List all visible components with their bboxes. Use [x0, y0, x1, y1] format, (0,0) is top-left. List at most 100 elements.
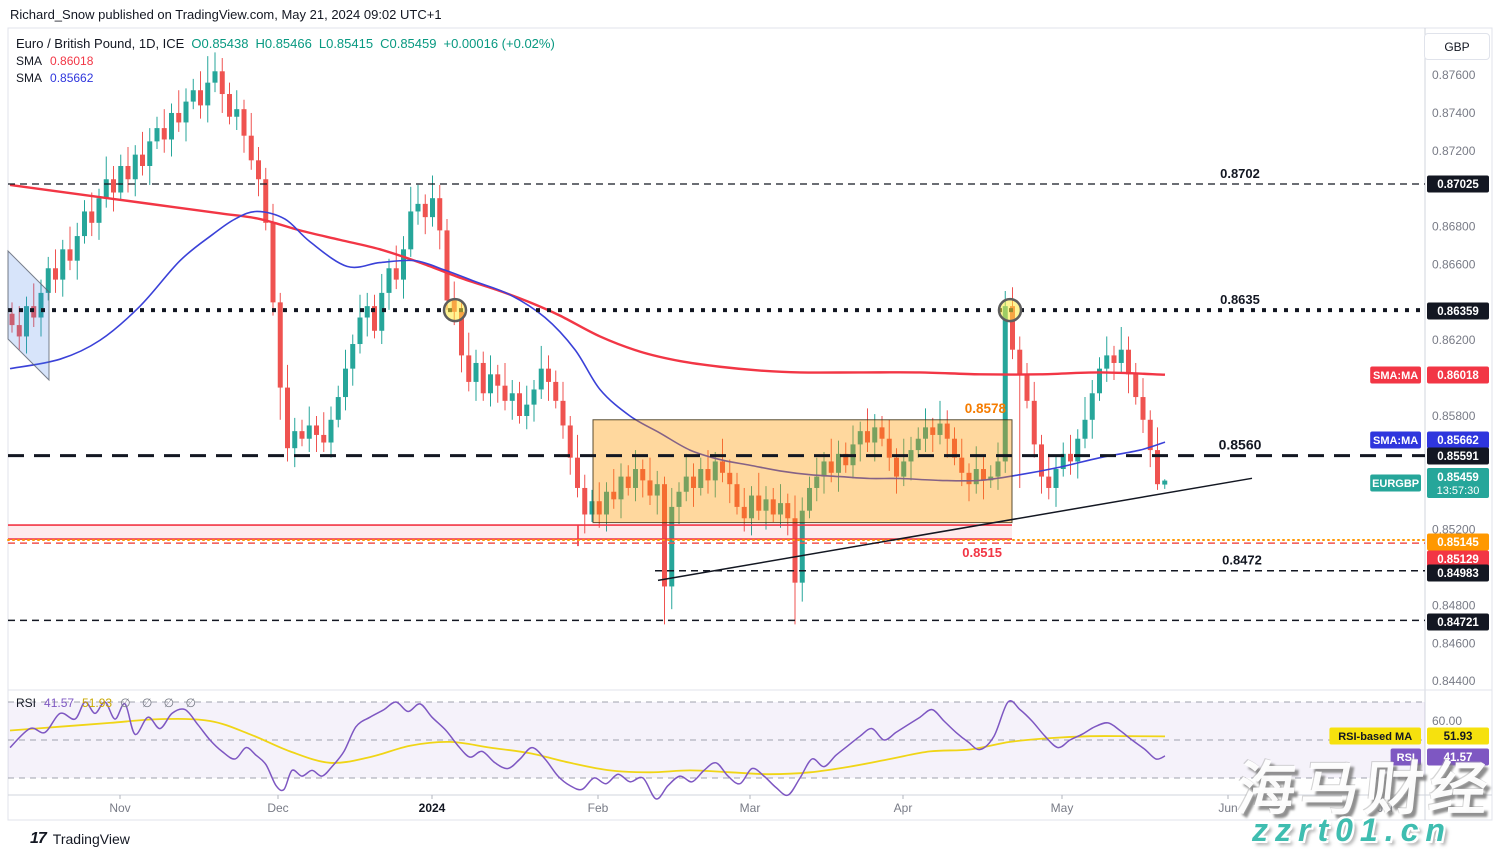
- currency-toggle-button[interactable]: GBP: [1424, 33, 1490, 60]
- time-axis-label: Mar: [740, 801, 761, 815]
- time-axis-label: Dec: [267, 801, 288, 815]
- rsi-value: 41.57: [44, 696, 75, 710]
- price-axis-label: 0.84600: [1432, 636, 1476, 650]
- candle-body: [372, 306, 377, 331]
- candle-body: [546, 368, 551, 382]
- price-axis-badge: [1427, 468, 1489, 498]
- candle-body: [712, 461, 718, 481]
- watermark-url: zzrt01.cn: [1252, 812, 1452, 848]
- candle-body: [1002, 306, 1008, 462]
- badge-price: 0.84721: [1437, 617, 1479, 629]
- candle-body: [350, 344, 356, 369]
- candle-body: [1046, 476, 1052, 488]
- candle-body: [1082, 419, 1088, 439]
- price-axis-label: 0.87400: [1432, 106, 1476, 120]
- price-axis-label: 0.87600: [1432, 68, 1476, 82]
- highlight-circle: [442, 297, 468, 323]
- candle-body: [517, 393, 522, 416]
- candle-body: [161, 128, 167, 140]
- candle-body: [995, 461, 1001, 477]
- sma2-legend-row[interactable]: SMA 0.85662: [16, 71, 555, 85]
- candle-body: [379, 292, 385, 331]
- candle-body: [625, 476, 631, 488]
- candle-body: [937, 423, 943, 435]
- candle-body: [183, 101, 189, 123]
- tradingview-brand: TradingView: [52, 831, 130, 847]
- price-axis-label: 0.85800: [1432, 409, 1476, 423]
- rsi-axis-label: 60.00: [1432, 714, 1462, 728]
- candle-body: [227, 94, 232, 117]
- candle-body: [749, 495, 754, 519]
- candle-body: [306, 425, 312, 439]
- badge-price: 0.85459: [1437, 472, 1479, 484]
- candle-body: [321, 434, 327, 443]
- support-band: [8, 525, 1012, 540]
- level-label: 0.8635: [1220, 292, 1260, 307]
- candle-body: [270, 222, 276, 303]
- series-pill-label: RSI-based MA: [1338, 731, 1412, 743]
- candle-body: [1140, 397, 1146, 420]
- candle-body: [531, 389, 537, 405]
- series-pill-label: EURGBP: [1372, 478, 1419, 490]
- candle-body: [111, 179, 116, 193]
- candle-body: [1126, 349, 1131, 375]
- candle-body: [198, 90, 203, 106]
- candle-body: [473, 362, 479, 382]
- rsi-legend-row[interactable]: RSI 41.57 51.93 ∅ ∅ ∅ ∅: [16, 696, 200, 710]
- candle-body: [96, 198, 102, 223]
- price-axis-badge: [1427, 302, 1489, 320]
- ohlc-open: O0.85438: [191, 36, 249, 51]
- sma1-label: SMA: [16, 54, 43, 68]
- candle-body: [901, 461, 907, 477]
- candle-body: [219, 71, 225, 95]
- candle-body: [140, 154, 145, 166]
- candle-body: [1104, 355, 1110, 369]
- badge-price: 0.85145: [1437, 537, 1479, 549]
- candle-body: [89, 211, 95, 223]
- time-axis-label: 2024: [419, 801, 446, 815]
- candle-body: [1010, 306, 1015, 350]
- candle-body: [756, 495, 762, 511]
- candle-body: [524, 404, 530, 416]
- series-pill-label: SMA:MA: [1373, 435, 1418, 447]
- candle-body: [234, 109, 240, 117]
- candle-body: [1147, 419, 1153, 451]
- candle-body: [879, 427, 885, 439]
- level-label: 0.8472: [1222, 553, 1262, 568]
- candle-body: [299, 431, 305, 439]
- level-label: 0.8702: [1220, 166, 1260, 181]
- candle-body: [1111, 355, 1117, 363]
- candle-body: [604, 491, 609, 515]
- candle-body: [364, 306, 370, 318]
- candle-body: [1097, 368, 1102, 394]
- chart-legend[interactable]: Euro / British Pound, 1D, ICE O0.85438 H…: [16, 36, 555, 85]
- candle-body: [132, 154, 138, 180]
- candle-body: [640, 469, 646, 481]
- candle-body: [277, 302, 283, 388]
- candle-body: [401, 249, 406, 280]
- candle-body: [292, 431, 298, 449]
- candle-body: [38, 292, 44, 318]
- badge-price: 41.57: [1444, 752, 1473, 764]
- time-axis-label: Feb: [588, 801, 609, 815]
- candle-body: [886, 438, 892, 458]
- candle-body: [190, 90, 196, 102]
- candle-body: [647, 480, 653, 496]
- tradingview-footer: 17 TradingView: [30, 830, 130, 848]
- candle-body: [386, 268, 392, 293]
- price-axis-label: 0.87200: [1432, 144, 1476, 158]
- series-pill-label: RSI: [1397, 752, 1415, 764]
- candle-body: [118, 165, 124, 193]
- badge-price: 0.85662: [1437, 435, 1479, 447]
- candle-body: [509, 393, 515, 401]
- candle-body: [981, 469, 986, 481]
- candle-body: [103, 179, 109, 199]
- ohlc-low: L0.85415: [318, 36, 374, 51]
- candle-body: [147, 141, 153, 166]
- candle-body: [952, 438, 957, 458]
- price-axis-label: 0.86200: [1432, 333, 1476, 347]
- candle-body: [154, 128, 160, 142]
- sma1-legend-row[interactable]: SMA 0.86018: [16, 54, 555, 68]
